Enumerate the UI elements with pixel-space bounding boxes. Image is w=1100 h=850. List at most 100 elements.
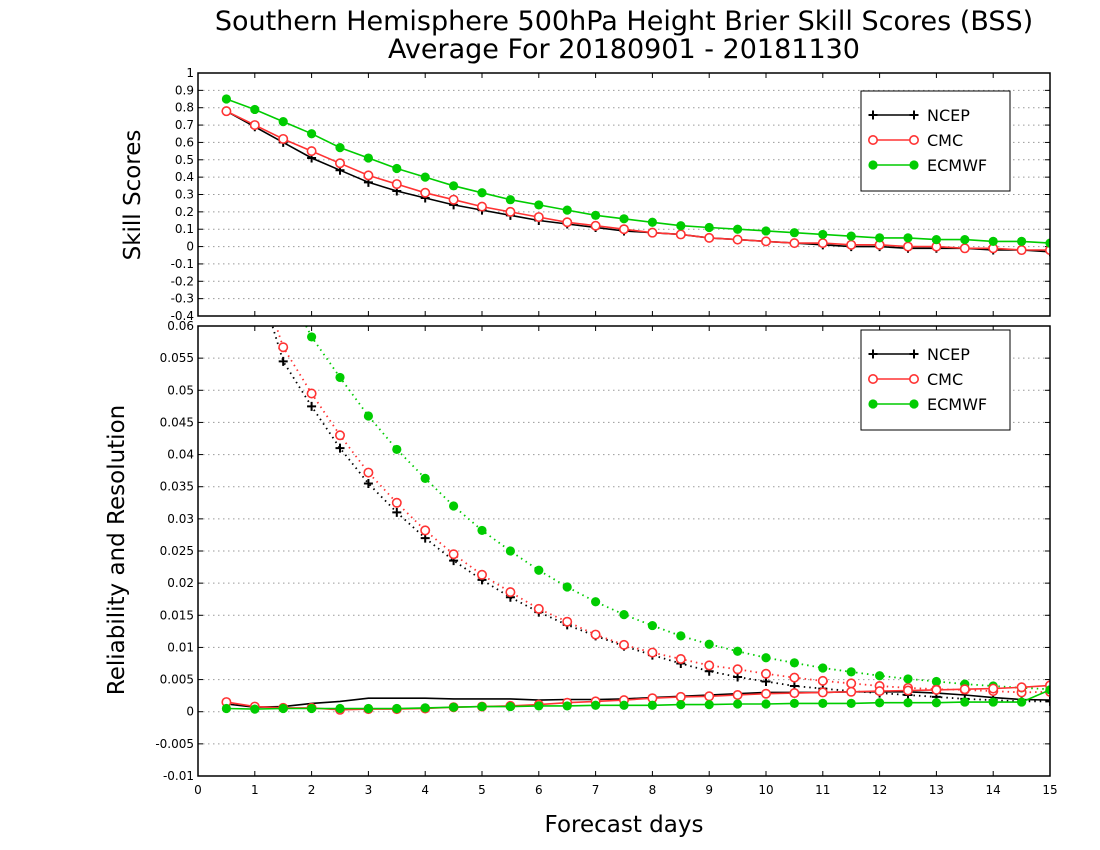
data-point-ecmwf — [591, 700, 601, 710]
y-tick-label: 0.055 — [160, 351, 194, 365]
data-point-ecmwf — [278, 703, 288, 714]
data-point-ecmwf — [591, 210, 601, 220]
data-point-ecmwf — [704, 639, 714, 649]
x-tick-label: 8 — [649, 783, 657, 797]
y-tick-label: 0 — [186, 240, 194, 254]
x-tick-label: 13 — [929, 783, 944, 797]
data-point-cmc — [306, 146, 317, 157]
reliability-resolution-panel: -0.01 -0.005 0 0.005 0.01 0.015 0.02 0.025 0.03 0… — [155, 319, 1057, 797]
data-point-cmc — [846, 239, 857, 250]
data-point-cmc — [505, 206, 516, 217]
y-tick-label: -0.2 — [171, 274, 194, 288]
data-point-ecmwf — [733, 224, 743, 234]
data-point-ecmwf — [676, 631, 686, 641]
data-point-ecmwf — [846, 698, 856, 708]
data-point-ncep — [1045, 696, 1050, 706]
y-tick-label: 0.005 — [160, 673, 194, 687]
y-tick-label: -0.3 — [171, 292, 194, 306]
x-tick-label: 4 — [421, 783, 429, 797]
data-point-cmc — [448, 194, 459, 205]
data-point-cmc — [902, 241, 913, 252]
data-point-ecmwf — [562, 205, 572, 215]
data-point-cmc — [448, 549, 459, 560]
y-tick-label: 0.03 — [167, 512, 194, 526]
data-point-cmc — [760, 236, 771, 247]
data-point-ecmwf — [647, 217, 658, 227]
data-point-cmc — [988, 683, 999, 694]
legend-marker — [909, 349, 919, 359]
data-point-ecmwf — [761, 699, 771, 709]
data-point-cmc — [959, 243, 970, 254]
y-tick-label: -0.01 — [163, 769, 194, 783]
data-point-ecmwf — [505, 195, 515, 205]
legend-marker — [909, 399, 919, 409]
legend-marker — [908, 373, 919, 384]
y-tick-label: 0.02 — [167, 576, 194, 590]
series-line-ncep-resolution — [271, 326, 1050, 703]
data-point-ecmwf — [619, 610, 629, 620]
data-point-cmc — [334, 158, 345, 169]
legend: NCEP CMC ECMWF — [860, 90, 1011, 192]
data-point-ecmwf — [619, 700, 629, 710]
data-point-ecmwf — [903, 698, 913, 708]
chart-title: Southern Hemisphere 500hPa Height Brier … — [215, 6, 1033, 37]
data-point-ecmwf — [1017, 236, 1027, 246]
data-point-cmc — [760, 688, 771, 699]
data-point-ecmwf — [307, 129, 317, 139]
data-point-cmc — [562, 217, 573, 228]
data-point-cmc — [249, 120, 260, 131]
data-point-ecmwf — [903, 674, 913, 684]
data-point-ecmwf — [363, 411, 373, 421]
data-point-ecmwf — [761, 653, 771, 663]
data-point-ecmwf — [562, 701, 572, 711]
data-point-ecmwf — [335, 372, 345, 383]
data-point-ecmwf — [733, 646, 743, 656]
data-point-ecmwf — [1017, 697, 1027, 707]
data-point-cmc — [959, 684, 970, 695]
y-tick-label: 0.6 — [175, 135, 194, 149]
skill-score-panel: -0.4 -0.3 -0.2 -0.1 0 0.1 0.2 0.3 0.4 0.5 0.6 0.7 0.… — [171, 66, 1051, 323]
data-point-ecmwf — [221, 703, 231, 714]
data-point-ecmwf — [931, 676, 942, 687]
data-point-ecmwf — [818, 663, 828, 673]
legend-marker — [868, 349, 878, 359]
data-point-ecmwf — [477, 525, 487, 536]
legend-marker — [867, 135, 878, 146]
data-point-cmc — [647, 647, 658, 658]
chart-subtitle: Average For 20180901 - 20181130 — [388, 34, 860, 65]
data-point-cmc — [363, 467, 374, 478]
y-tick-label: 1 — [186, 66, 194, 80]
y-tick-label: 0.05 — [167, 383, 194, 397]
data-point-cmc — [590, 629, 601, 640]
data-point-cmc — [391, 497, 402, 508]
data-point-ecmwf — [704, 700, 714, 710]
data-point-ecmwf — [789, 228, 800, 238]
data-point-ncep — [335, 443, 345, 453]
x-tick-label: 14 — [986, 783, 1001, 797]
data-point-ecmwf — [449, 501, 459, 511]
x-tick-label: 1 — [251, 783, 259, 797]
data-point-ecmwf — [250, 704, 260, 714]
data-point-cmc — [789, 238, 800, 249]
data-point-ecmwf — [1045, 685, 1050, 695]
data-point-cmc — [817, 687, 828, 698]
data-point-cmc — [420, 187, 431, 198]
data-point-ecmwf — [477, 701, 487, 712]
data-point-cmc — [675, 691, 686, 702]
data-point-cmc — [675, 653, 686, 664]
series-line-cmc-resolution — [275, 326, 1050, 694]
x-tick-label: 12 — [872, 783, 887, 797]
data-point-ecmwf — [392, 163, 402, 174]
x-tick-label: 10 — [758, 783, 773, 797]
data-point-ecmwf — [903, 233, 913, 243]
x-tick-label: 6 — [535, 783, 543, 797]
data-point-cmc — [476, 569, 487, 580]
data-point-cmc — [675, 229, 686, 240]
data-point-cmc — [902, 685, 913, 696]
data-point-cmc — [647, 227, 658, 238]
y-tick-label: 0.1 — [175, 222, 194, 236]
data-point-ecmwf — [278, 117, 288, 127]
y-tick-label: -0.005 — [155, 737, 194, 751]
data-point-ecmwf — [505, 546, 515, 556]
